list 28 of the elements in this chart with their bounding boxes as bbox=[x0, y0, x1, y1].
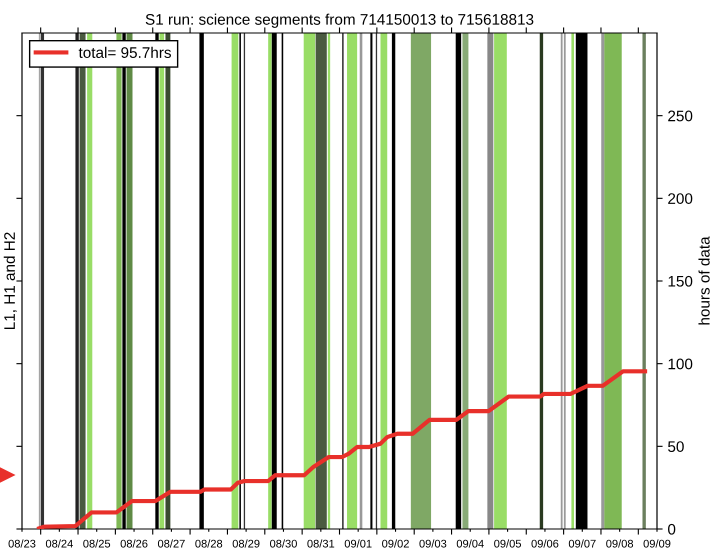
x-tick-label: 09/08 bbox=[606, 539, 634, 548]
x-tick-label: 08/23 bbox=[8, 539, 36, 548]
x-tick-label: 08/25 bbox=[83, 539, 110, 548]
chart-title: S1 run: science segments from 714150013 to 715618813 bbox=[146, 14, 534, 28]
y2-tick-label: 150 bbox=[668, 276, 692, 287]
x-tick-label: 08/29 bbox=[232, 539, 260, 548]
y2-axis-title: hours of data bbox=[698, 236, 710, 325]
x-tick-label: 08/30 bbox=[270, 539, 297, 548]
x-tick-label: 09/02 bbox=[382, 539, 409, 548]
x-tick-label: 09/03 bbox=[419, 539, 446, 548]
x-tick-label: 09/07 bbox=[568, 539, 596, 548]
y-axis-title: L1, H1 and H2 bbox=[4, 232, 17, 330]
x-tick-label: 09/04 bbox=[456, 539, 484, 548]
x-tick-label: 08/31 bbox=[307, 539, 334, 548]
y2-tick-label: 0 bbox=[668, 524, 676, 535]
y2-tick-label: 250 bbox=[668, 110, 692, 122]
x-tick-label: 09/05 bbox=[494, 539, 522, 548]
x-tick-label: 08/27 bbox=[158, 539, 185, 548]
x-tick-label: 09/01 bbox=[344, 539, 372, 548]
x-tick-label: 08/28 bbox=[195, 539, 222, 548]
y2-tick-label: 100 bbox=[668, 358, 692, 370]
x-tick-label: 09/09 bbox=[644, 539, 670, 548]
y2-tick-label: 200 bbox=[668, 193, 692, 204]
y2-tick-label: 50 bbox=[668, 441, 684, 452]
x-tick-label: 08/26 bbox=[120, 539, 148, 548]
legend-label: total= 95.7hrs bbox=[78, 46, 171, 58]
x-tick-label: 08/24 bbox=[46, 539, 73, 548]
x-tick-label: 09/06 bbox=[531, 539, 558, 548]
